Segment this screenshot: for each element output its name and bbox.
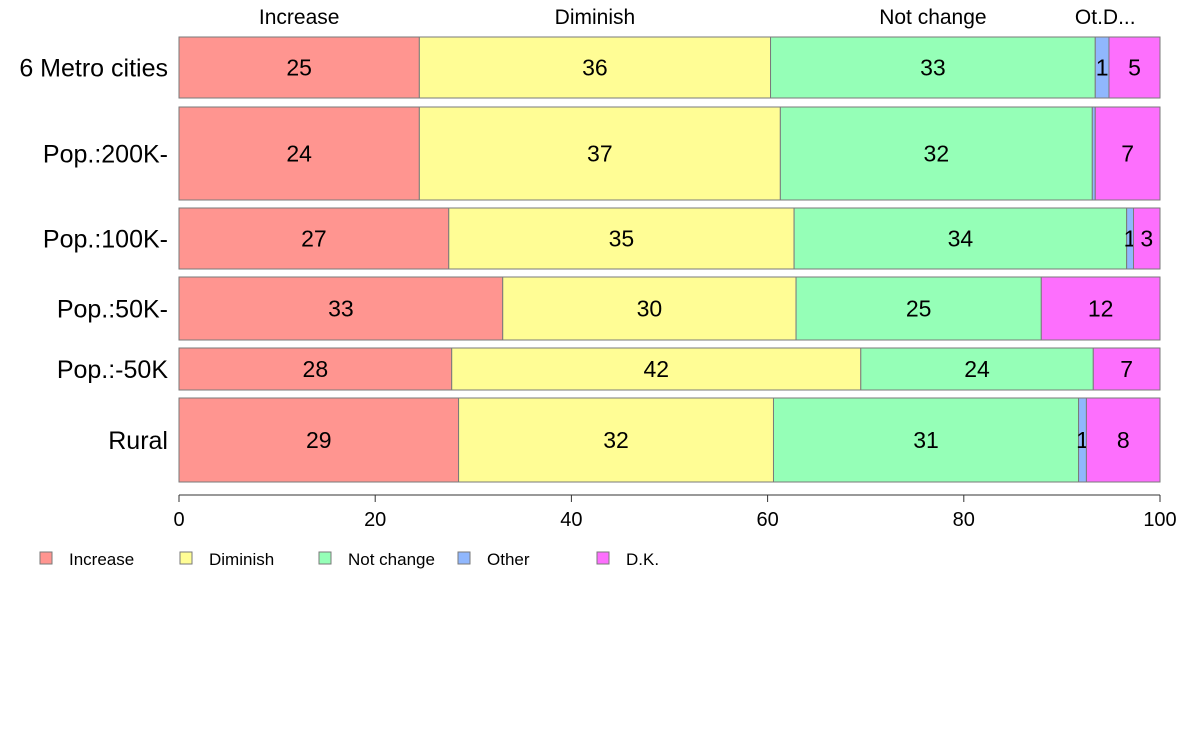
- category-label-2: Pop.:100K-: [43, 226, 168, 254]
- data-label-0-0: 25: [286, 55, 312, 81]
- data-label-3-4: 12: [1088, 296, 1114, 322]
- legend-swatch-1: [179, 551, 193, 565]
- data-label-5-4: 8: [1117, 427, 1130, 453]
- category-label-4: Pop.:-50K: [57, 356, 169, 384]
- legend-label-0: Increase: [69, 550, 134, 569]
- legend-swatch-0: [39, 551, 53, 565]
- legend-swatch-4: [596, 551, 610, 565]
- data-label-0-2: 33: [920, 55, 946, 81]
- bar-5-1: [458, 397, 774, 483]
- bar-4-1: [451, 347, 862, 391]
- data-label-0-3: 1: [1096, 55, 1109, 81]
- bar-3-2: [795, 276, 1042, 341]
- header-label-2: Not change: [879, 6, 986, 29]
- data-label-2-4: 3: [1140, 226, 1153, 252]
- data-label-5-1: 32: [603, 427, 629, 453]
- x-tick-label-1: 20: [364, 509, 386, 531]
- data-label-2-0: 27: [301, 226, 327, 252]
- data-label-3-1: 30: [637, 296, 663, 322]
- bar-2-1: [448, 207, 795, 270]
- bar-1-4: [1094, 106, 1161, 201]
- bar-0-2: [770, 36, 1096, 99]
- bar-3-1: [502, 276, 797, 341]
- legend-label-3: Other: [487, 550, 530, 569]
- bar-1-0: [178, 106, 420, 201]
- data-label-4-0: 28: [303, 356, 329, 382]
- bar-4-2: [860, 347, 1094, 391]
- data-label-1-2: 32: [924, 141, 950, 167]
- bar-0-0: [178, 36, 420, 99]
- data-label-0-1: 36: [582, 55, 608, 81]
- data-label-2-2: 34: [948, 226, 974, 252]
- category-label-3: Pop.:50K-: [57, 296, 168, 324]
- bar-2-0: [178, 207, 450, 270]
- data-label-0-4: 5: [1128, 55, 1141, 81]
- legend-label-1: Diminish: [209, 550, 274, 569]
- data-label-4-4: 7: [1120, 356, 1133, 382]
- header-label-0: Increase: [259, 6, 340, 29]
- data-label-4-1: 42: [643, 356, 669, 382]
- data-label-3-0: 33: [328, 296, 354, 322]
- bar-5-0: [178, 397, 460, 483]
- bar-0-4: [1108, 36, 1161, 99]
- bar-4-4: [1092, 347, 1161, 391]
- x-tick-label-4: 80: [953, 509, 975, 531]
- bar-2-2: [793, 207, 1128, 270]
- x-tick-label-2: 40: [560, 509, 582, 531]
- header-label-3: Ot.D...: [1075, 6, 1136, 29]
- data-label-3-2: 25: [906, 296, 932, 322]
- category-label-0: 6 Metro cities: [19, 55, 168, 83]
- bar-1-1: [418, 106, 781, 201]
- data-label-5-0: 29: [306, 427, 332, 453]
- x-tick-label-3: 60: [756, 509, 778, 531]
- header-label-1: Diminish: [555, 6, 636, 29]
- legend-label-4: D.K.: [626, 550, 659, 569]
- x-tick-label-5: 100: [1143, 509, 1176, 531]
- legend-label-2: Not change: [348, 550, 435, 569]
- data-label-4-2: 24: [964, 356, 990, 382]
- category-label-1: Pop.:200K-: [43, 141, 168, 169]
- data-label-5-3: 1: [1076, 427, 1089, 453]
- data-label-1-4: 7: [1121, 141, 1134, 167]
- legend-swatch-3: [457, 551, 471, 565]
- data-label-1-0: 24: [286, 141, 312, 167]
- bar-0-1: [418, 36, 772, 99]
- data-label-1-1: 37: [587, 141, 613, 167]
- legend-swatch-2: [318, 551, 332, 565]
- bar-5-2: [772, 397, 1080, 483]
- bar-4-0: [178, 347, 453, 391]
- category-label-5: Rural: [108, 427, 168, 455]
- bar-5-4: [1085, 397, 1161, 483]
- bar-2-4: [1133, 207, 1161, 270]
- data-label-2-1: 35: [609, 226, 635, 252]
- data-label-5-2: 31: [913, 427, 939, 453]
- x-tick-label-0: 0: [173, 509, 184, 531]
- bar-3-4: [1040, 276, 1161, 341]
- bar-1-2: [779, 106, 1093, 201]
- bar-3-0: [178, 276, 504, 341]
